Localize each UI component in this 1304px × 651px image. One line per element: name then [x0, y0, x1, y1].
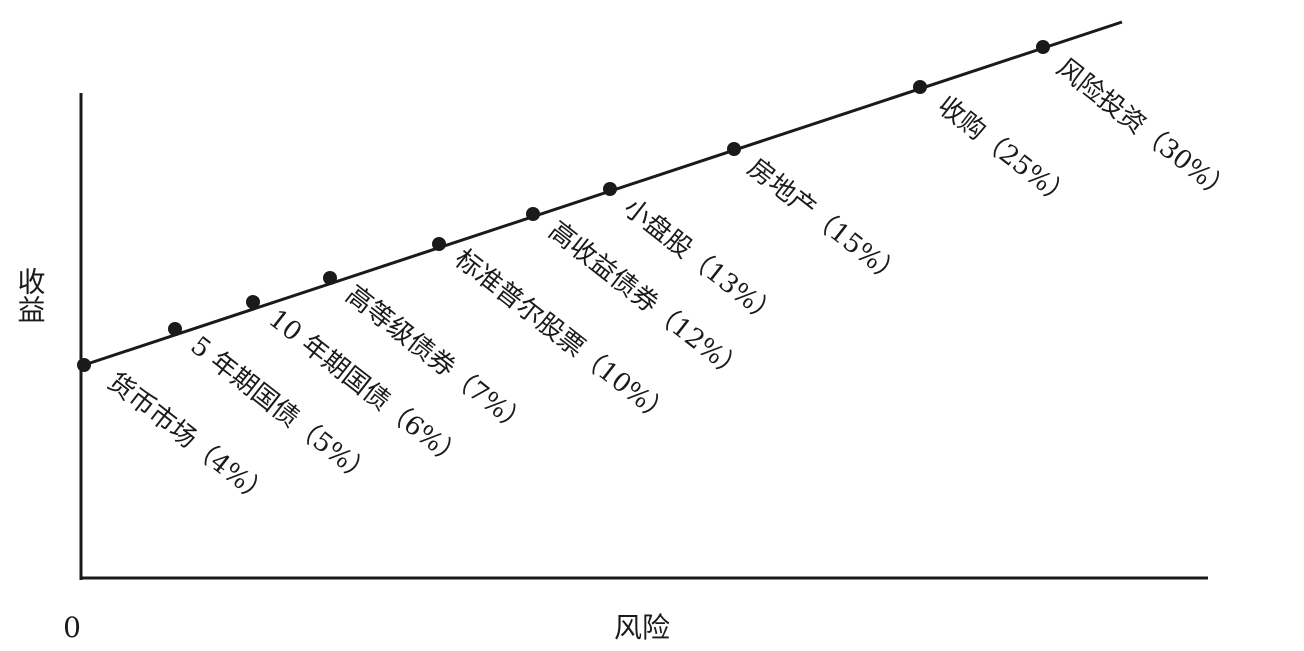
data-label: 收购（25%） — [932, 91, 1078, 214]
origin-label: 0 — [63, 611, 81, 644]
data-label: 房地产（15%） — [742, 153, 908, 292]
data-point — [168, 322, 182, 336]
data-labels: 货币市场（4%）5 年期国债（5%）10 年期国债（6%）高等级债券（7%）标准… — [102, 53, 1238, 512]
data-label: 10 年期国债（6%） — [263, 304, 469, 475]
data-label: 风险投资（30%） — [1051, 53, 1238, 208]
data-point — [526, 207, 540, 221]
data-point — [1036, 40, 1050, 54]
data-point — [727, 142, 741, 156]
data-point — [432, 237, 446, 251]
x-axis-label: 风险 — [614, 611, 670, 644]
y-axis-label: 收益 — [14, 267, 47, 323]
risk-return-line — [80, 20, 1123, 368]
data-point — [913, 80, 927, 94]
data-point — [77, 358, 91, 372]
data-point — [246, 295, 260, 309]
data-point — [603, 182, 617, 196]
data-point — [323, 271, 337, 285]
data-points — [77, 40, 1050, 372]
